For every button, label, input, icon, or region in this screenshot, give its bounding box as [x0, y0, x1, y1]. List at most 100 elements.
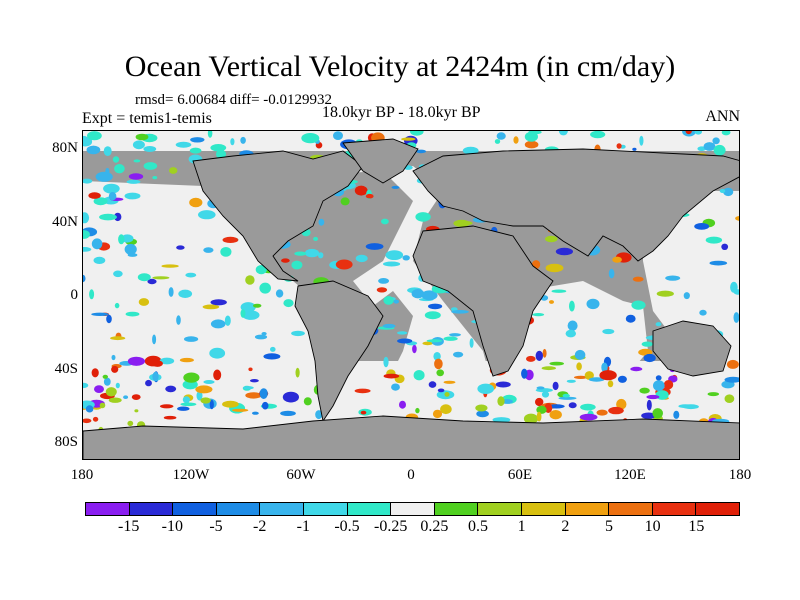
land-north-america [192, 150, 364, 282]
field-patch [607, 380, 614, 388]
field-patch [111, 365, 119, 373]
field-patch [118, 234, 125, 245]
colorbar-swatch [129, 503, 174, 515]
field-patch [175, 141, 192, 148]
field-patch [254, 334, 268, 340]
field-patch [707, 392, 720, 397]
field-patch [261, 332, 267, 336]
field-patch [152, 276, 170, 280]
lat-label-40s: 40S [54, 361, 78, 377]
field-patch [180, 402, 197, 407]
field-patch [549, 410, 562, 420]
field-patch [616, 143, 622, 149]
map-panel [82, 130, 740, 460]
field-patch [632, 276, 644, 282]
field-patch [177, 406, 190, 411]
field-patch [114, 302, 120, 309]
field-patch [699, 309, 707, 316]
field-patch [182, 396, 190, 404]
land-australia [652, 320, 732, 377]
field-patch [224, 315, 231, 326]
field-patch [541, 366, 556, 371]
field-patch [397, 338, 413, 344]
colorbar-swatch [86, 503, 130, 515]
field-patch [354, 388, 371, 394]
field-patch [415, 407, 420, 414]
field-patch [178, 289, 193, 298]
field-patch [137, 273, 151, 282]
field-patch [617, 375, 627, 383]
field-patch [580, 403, 596, 411]
field-patch [475, 404, 488, 412]
colorbar-swatch [303, 503, 348, 515]
field-patch [433, 352, 441, 361]
field-patch [625, 314, 636, 323]
field-patch [138, 298, 150, 306]
field-patch [428, 303, 443, 310]
field-patch [83, 382, 89, 389]
field-patch [108, 397, 122, 403]
field-patch [87, 131, 102, 141]
field-patch [184, 336, 199, 342]
season-label: ANN [705, 108, 740, 125]
field-patch [588, 377, 605, 382]
field-patch [190, 137, 205, 143]
colorbar-swatch [216, 503, 261, 515]
field-patch [83, 274, 86, 283]
field-patch [152, 334, 157, 345]
field-patch [631, 300, 646, 310]
field-patch [106, 314, 112, 324]
field-patch [665, 275, 681, 281]
field-patch [145, 379, 152, 387]
colorbar-label: 5 [605, 518, 613, 535]
colorbar-label: 1 [517, 518, 526, 535]
field-patch [449, 333, 461, 337]
field-patch [313, 236, 319, 241]
field-patch [108, 192, 117, 201]
field-patch [683, 292, 690, 300]
field-patch [232, 408, 249, 412]
field-patch [183, 372, 200, 383]
field-patch [376, 287, 388, 293]
field-patch [250, 379, 259, 383]
colorbar-swatch [391, 503, 435, 515]
field-patch [110, 336, 126, 341]
field-patch [189, 197, 203, 208]
field-patch [220, 247, 232, 257]
colorbar-label: 0.25 [420, 518, 449, 535]
field-patch [494, 139, 501, 144]
field-patch [303, 397, 312, 406]
field-patch [712, 137, 720, 145]
field-patch [360, 410, 367, 415]
colorbar-swatch [565, 503, 610, 515]
period-label: 18.0kyr BP - 18.0kyr BP [322, 104, 481, 121]
field-patch [713, 144, 726, 156]
field-patch [462, 146, 479, 155]
plot-title: Ocean Vertical Velocity at 2424m (in cm/… [124, 50, 676, 83]
land-south-america [294, 280, 384, 423]
field-patch [643, 353, 656, 363]
field-patch [83, 418, 92, 424]
field-patch [735, 215, 739, 221]
colorbar-swatch [434, 503, 479, 515]
field-patch [453, 351, 464, 358]
field-patch [383, 373, 400, 379]
field-patch [524, 140, 539, 149]
field-patch [584, 371, 594, 380]
field-patch [569, 300, 575, 312]
field-patch [203, 247, 214, 253]
field-patch [402, 255, 410, 261]
field-patch [549, 300, 554, 304]
field-patch [451, 310, 469, 314]
field-patch [381, 218, 389, 225]
field-patch [596, 409, 608, 416]
lon-label-60e: 60E [507, 467, 533, 483]
field-patch [161, 264, 179, 268]
stats-label: rmsd= 6.00684 diff= -0.0129932 [135, 92, 333, 108]
field-patch [143, 146, 157, 152]
field-patch [576, 362, 582, 371]
field-patch [574, 349, 586, 360]
colorbar-swatch [696, 503, 739, 515]
field-patch [147, 278, 157, 285]
field-patch [91, 368, 99, 378]
